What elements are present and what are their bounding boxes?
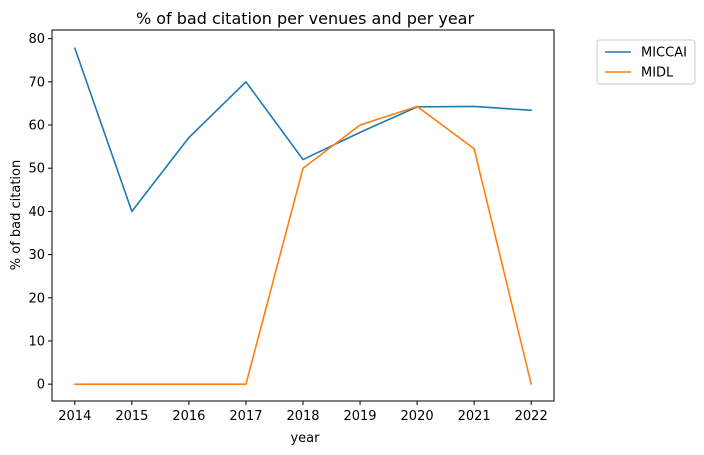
x-tick-label: 2015: [115, 409, 148, 424]
y-tick-label: 0: [37, 378, 45, 393]
legend: MICCAI MIDL: [596, 39, 696, 85]
x-tick-label: 2018: [286, 409, 319, 424]
series-layer: [74, 47, 532, 385]
legend-label-midl: MIDL: [641, 66, 674, 81]
y-axis-label: % of bad citation: [9, 160, 24, 270]
plot-frame: [51, 29, 555, 402]
x-tick-label: 2014: [58, 409, 91, 424]
y-axis: 0 10 20 30 40 50 60 70 80: [28, 32, 52, 393]
y-tick-label: 60: [28, 119, 45, 134]
y-tick-label: 50: [28, 162, 45, 177]
y-tick-label: 80: [28, 32, 45, 47]
y-tick-label: 40: [28, 205, 45, 220]
y-tick-label: 30: [28, 248, 45, 263]
x-axis: 2014 2015 2016 2017 2018 2019 2020 2021 2022: [58, 401, 548, 424]
series-line-miccai: [74, 47, 532, 213]
series-line-midl: [74, 105, 532, 385]
y-tick-label: 10: [28, 334, 45, 349]
y-tick-label: 20: [28, 291, 45, 306]
legend-label-miccai: MICCAI: [641, 46, 687, 61]
plot-area: [51, 29, 555, 402]
y-tick-label: 70: [28, 75, 45, 90]
x-tick-label: 2019: [343, 409, 376, 424]
chart-title: % of bad citation per venues and per yea…: [136, 9, 475, 28]
legend-box: [596, 39, 696, 85]
x-tick-label: 2020: [401, 409, 434, 424]
x-tick-label: 2017: [229, 409, 262, 424]
x-tick-label: 2022: [515, 409, 548, 424]
x-axis-label: year: [290, 431, 320, 446]
x-tick-label: 2016: [172, 409, 205, 424]
x-tick-label: 2021: [458, 409, 491, 424]
